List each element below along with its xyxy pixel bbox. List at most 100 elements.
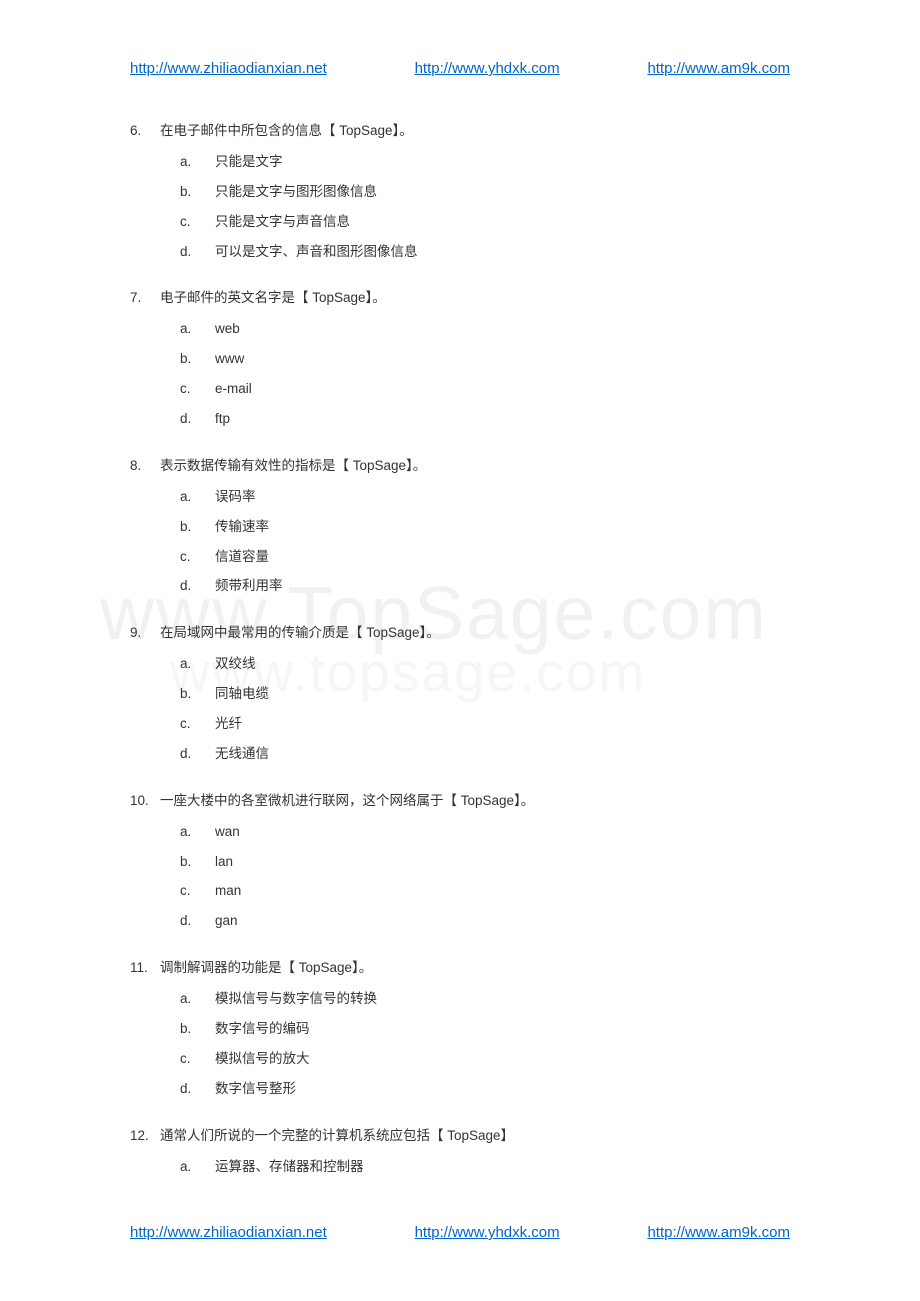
option-text: wan bbox=[215, 823, 790, 842]
option: a.web bbox=[180, 320, 790, 339]
option-letter: a. bbox=[180, 153, 215, 172]
question-text: 电子邮件的英文名字是【 TopSage】。 bbox=[160, 289, 790, 308]
question-10: 10.一座大楼中的各室微机进行联网，这个网络属于【 TopSage】。 a.wan… bbox=[130, 792, 790, 931]
option-letter: b. bbox=[180, 183, 215, 202]
option: c.信道容量 bbox=[180, 548, 790, 567]
option-text: 误码率 bbox=[215, 488, 790, 507]
footer-links: http://www.zhiliaodianxian.net http://ww… bbox=[130, 1224, 790, 1241]
option: b.www bbox=[180, 350, 790, 369]
question-7: 7.电子邮件的英文名字是【 TopSage】。 a.web b.www c.e-mai… bbox=[130, 289, 790, 428]
option-letter: d. bbox=[180, 410, 215, 429]
option-text: 信道容量 bbox=[215, 548, 790, 567]
option: a.只能是文字 bbox=[180, 153, 790, 172]
option-text: 可以是文字、声音和图形图像信息 bbox=[215, 243, 790, 262]
option: b.传输速率 bbox=[180, 518, 790, 537]
option: d.无线通信 bbox=[180, 745, 790, 764]
option-letter: d. bbox=[180, 912, 215, 931]
option-letter: b. bbox=[180, 1020, 215, 1039]
option-letter: b. bbox=[180, 853, 215, 872]
option-letter: c. bbox=[180, 882, 215, 901]
option-letter: a. bbox=[180, 320, 215, 339]
option: b.lan bbox=[180, 853, 790, 872]
option-text: 只能是文字与声音信息 bbox=[215, 213, 790, 232]
option: b.数字信号的编码 bbox=[180, 1020, 790, 1039]
question-number: 11. bbox=[130, 959, 160, 978]
question-number: 6. bbox=[130, 122, 160, 141]
option: d.可以是文字、声音和图形图像信息 bbox=[180, 243, 790, 262]
header-link-2[interactable]: http://www.yhdxk.com bbox=[415, 60, 560, 77]
option-text: 数字信号整形 bbox=[215, 1080, 790, 1099]
question-text: 在电子邮件中所包含的信息【 TopSage】。 bbox=[160, 122, 790, 141]
option-letter: a. bbox=[180, 1158, 215, 1177]
option-text: 只能是文字与图形图像信息 bbox=[215, 183, 790, 202]
option: c.光纤 bbox=[180, 715, 790, 734]
question-number: 7. bbox=[130, 289, 160, 308]
option-letter: c. bbox=[180, 380, 215, 399]
header-link-3[interactable]: http://www.am9k.com bbox=[647, 60, 790, 77]
option-letter: b. bbox=[180, 518, 215, 537]
option-text: 频带利用率 bbox=[215, 577, 790, 596]
option: d.gan bbox=[180, 912, 790, 931]
option-text: gan bbox=[215, 912, 790, 931]
option: a.模拟信号与数字信号的转换 bbox=[180, 990, 790, 1009]
question-9: 9.在局域网中最常用的传输介质是【 TopSage】。a.双绞线b.同轴电缆c.… bbox=[130, 624, 790, 763]
question-line: 7.电子邮件的英文名字是【 TopSage】。 bbox=[130, 289, 790, 308]
question-text: 表示数据传输有效性的指标是【 TopSage】。 bbox=[160, 457, 790, 476]
option-letter: c. bbox=[180, 213, 215, 232]
option-letter: a. bbox=[180, 990, 215, 1009]
question-text: 通常人们所说的一个完整的计算机系统应包括【 TopSage】 bbox=[160, 1127, 790, 1146]
option-text: 无线通信 bbox=[215, 745, 790, 764]
footer-link-2[interactable]: http://www.yhdxk.com bbox=[415, 1224, 560, 1241]
option-letter: c. bbox=[180, 1050, 215, 1069]
option-letter: d. bbox=[180, 745, 215, 764]
question-number: 8. bbox=[130, 457, 160, 476]
option-text: 传输速率 bbox=[215, 518, 790, 537]
question-text: 在局域网中最常用的传输介质是【 TopSage】。 bbox=[160, 624, 790, 643]
question-line: 10.一座大楼中的各室微机进行联网，这个网络属于【 TopSage】。 bbox=[130, 792, 790, 811]
option-letter: c. bbox=[180, 548, 215, 567]
option-text: 光纤 bbox=[215, 715, 790, 734]
question-line: 6.在电子邮件中所包含的信息【 TopSage】。 bbox=[130, 122, 790, 141]
option: c.只能是文字与声音信息 bbox=[180, 213, 790, 232]
option-letter: a. bbox=[180, 823, 215, 842]
header-links: http://www.zhiliaodianxian.net http://ww… bbox=[130, 60, 790, 77]
question-line: 9.在局域网中最常用的传输介质是【 TopSage】。 bbox=[130, 624, 790, 643]
header-link-1[interactable]: http://www.zhiliaodianxian.net bbox=[130, 60, 327, 77]
question-11: 11.调制解调器的功能是【 TopSage】。a.模拟信号与数字信号的转换b.数… bbox=[130, 959, 790, 1098]
page-content: http://www.zhiliaodianxian.net http://ww… bbox=[130, 60, 790, 1177]
question-6: 6.在电子邮件中所包含的信息【 TopSage】。 a.只能是文字 b.只能是文字与… bbox=[130, 122, 790, 261]
option-text: 模拟信号的放大 bbox=[215, 1050, 790, 1069]
option-letter: d. bbox=[180, 243, 215, 262]
option: d.频带利用率 bbox=[180, 577, 790, 596]
question-8: 8.表示数据传输有效性的指标是【 TopSage】。a.误码率b.传输速率c.信… bbox=[130, 457, 790, 596]
option-letter: a. bbox=[180, 488, 215, 507]
option: a.误码率 bbox=[180, 488, 790, 507]
option-text: 运算器、存储器和控制器 bbox=[215, 1158, 790, 1177]
option-text: 模拟信号与数字信号的转换 bbox=[215, 990, 790, 1009]
question-12: 12.通常人们所说的一个完整的计算机系统应包括【 TopSage】 a.运算器、存… bbox=[130, 1127, 790, 1177]
option-text: web bbox=[215, 320, 790, 339]
option-letter: a. bbox=[180, 655, 215, 674]
option-text: e-mail bbox=[215, 380, 790, 399]
option: c.模拟信号的放大 bbox=[180, 1050, 790, 1069]
option-text: 数字信号的编码 bbox=[215, 1020, 790, 1039]
footer-link-1[interactable]: http://www.zhiliaodianxian.net bbox=[130, 1224, 327, 1241]
option: c.e-mail bbox=[180, 380, 790, 399]
question-number: 9. bbox=[130, 624, 160, 643]
option: a.双绞线 bbox=[180, 655, 790, 674]
option-letter: d. bbox=[180, 577, 215, 596]
question-line: 12.通常人们所说的一个完整的计算机系统应包括【 TopSage】 bbox=[130, 1127, 790, 1146]
question-text: 一座大楼中的各室微机进行联网，这个网络属于【 TopSage】。 bbox=[160, 792, 790, 811]
option-text: 同轴电缆 bbox=[215, 685, 790, 704]
option: d.数字信号整形 bbox=[180, 1080, 790, 1099]
option-text: ftp bbox=[215, 410, 790, 429]
option: b.只能是文字与图形图像信息 bbox=[180, 183, 790, 202]
option-letter: b. bbox=[180, 685, 215, 704]
option: a.运算器、存储器和控制器 bbox=[180, 1158, 790, 1177]
option-text: man bbox=[215, 882, 790, 901]
footer-link-3[interactable]: http://www.am9k.com bbox=[647, 1224, 790, 1241]
option-letter: d. bbox=[180, 1080, 215, 1099]
question-number: 12. bbox=[130, 1127, 160, 1146]
question-line: 11.调制解调器的功能是【 TopSage】。 bbox=[130, 959, 790, 978]
option-letter: c. bbox=[180, 715, 215, 734]
